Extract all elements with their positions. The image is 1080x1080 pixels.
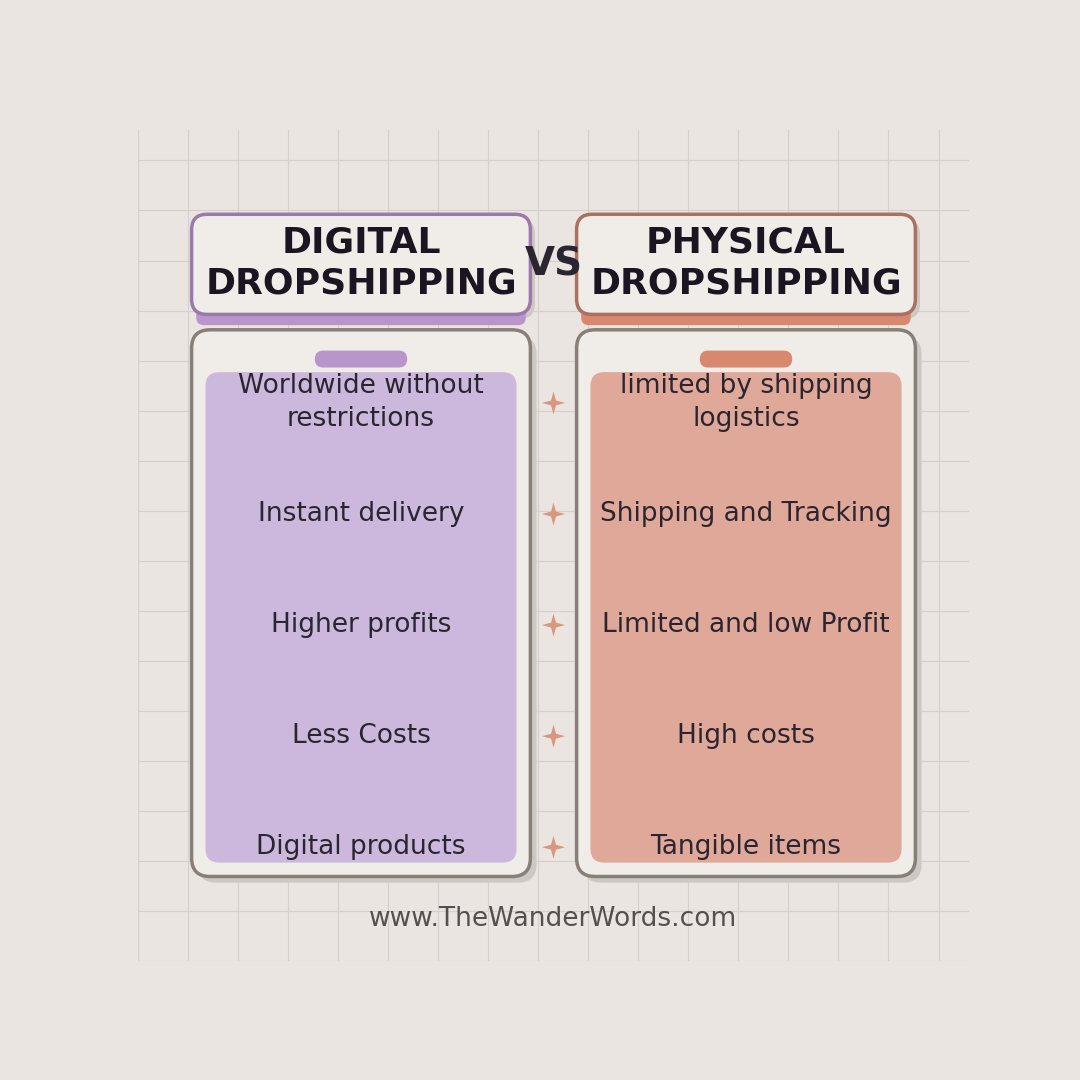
Polygon shape [542, 613, 565, 636]
Text: Digital products: Digital products [256, 834, 465, 861]
Text: Shipping and Tracking: Shipping and Tracking [600, 501, 892, 527]
Polygon shape [542, 502, 565, 526]
FancyBboxPatch shape [198, 336, 537, 882]
FancyBboxPatch shape [581, 219, 920, 319]
FancyBboxPatch shape [197, 306, 526, 325]
Text: Worldwide without
restrictions: Worldwide without restrictions [238, 374, 484, 432]
Text: Higher profits: Higher profits [271, 612, 451, 638]
Text: Tangible items: Tangible items [650, 834, 841, 861]
Text: limited by shipping
logistics: limited by shipping logistics [620, 374, 873, 432]
Text: Instant delivery: Instant delivery [258, 501, 464, 527]
Text: PHYSICAL
DROPSHIPPING: PHYSICAL DROPSHIPPING [590, 226, 902, 300]
Text: Limited and low Profit: Limited and low Profit [603, 612, 890, 638]
FancyBboxPatch shape [581, 306, 910, 325]
FancyBboxPatch shape [591, 373, 902, 863]
FancyBboxPatch shape [583, 336, 921, 882]
FancyBboxPatch shape [191, 329, 530, 877]
FancyBboxPatch shape [314, 351, 407, 367]
Polygon shape [542, 391, 565, 415]
Text: High costs: High costs [677, 724, 815, 750]
FancyBboxPatch shape [191, 214, 530, 314]
FancyBboxPatch shape [700, 351, 793, 367]
Text: Less Costs: Less Costs [292, 724, 431, 750]
FancyBboxPatch shape [577, 329, 916, 877]
Text: DIGITAL
DROPSHIPPING: DIGITAL DROPSHIPPING [205, 226, 517, 300]
FancyBboxPatch shape [205, 373, 516, 863]
Polygon shape [542, 725, 565, 747]
FancyBboxPatch shape [197, 219, 535, 319]
FancyBboxPatch shape [577, 214, 916, 314]
Text: www.TheWanderWords.com: www.TheWanderWords.com [369, 906, 738, 932]
Polygon shape [542, 836, 565, 859]
Text: VS: VS [525, 245, 582, 283]
